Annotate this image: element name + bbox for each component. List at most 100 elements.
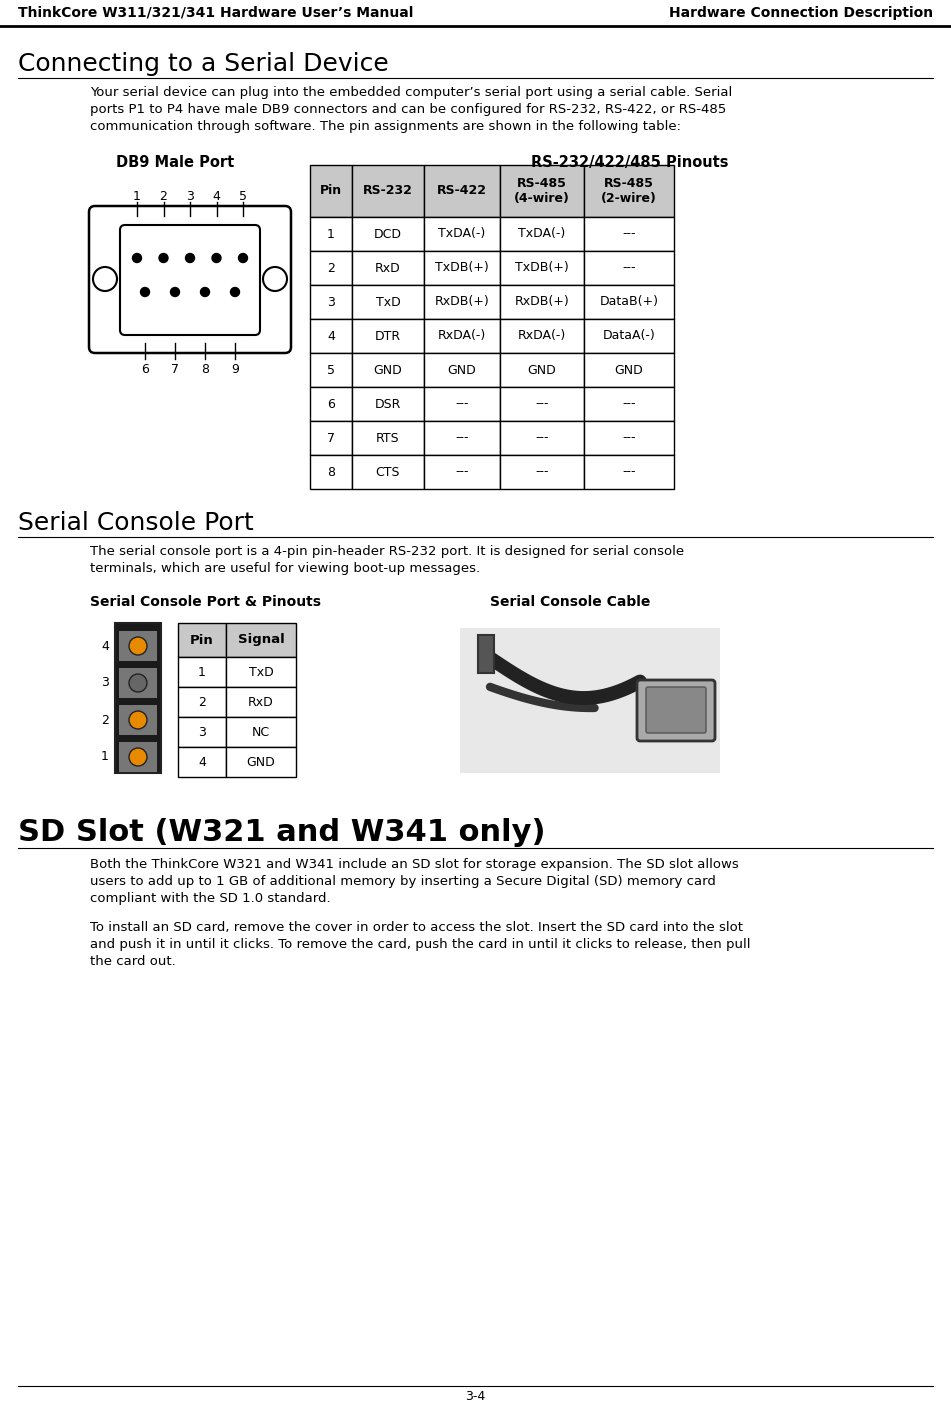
- Text: 4: 4: [101, 639, 109, 652]
- Text: Both the ThinkCore W321 and W341 include an SD slot for storage expansion. The S: Both the ThinkCore W321 and W341 include…: [90, 857, 739, 872]
- Bar: [352, 320, 424, 353]
- Bar: [500, 320, 584, 353]
- Bar: [584, 421, 674, 455]
- Circle shape: [93, 268, 117, 291]
- Text: 5: 5: [327, 363, 335, 376]
- Bar: [310, 421, 352, 455]
- Bar: [500, 251, 584, 284]
- Bar: [584, 455, 674, 489]
- Bar: [352, 165, 424, 217]
- Text: 4: 4: [198, 756, 206, 769]
- Text: GND: GND: [448, 363, 476, 376]
- Text: Your serial device can plug into the embedded computer’s serial port using a ser: Your serial device can plug into the emb…: [90, 86, 732, 99]
- Text: the card out.: the card out.: [90, 955, 176, 969]
- Circle shape: [170, 287, 180, 297]
- Text: The serial console port is a 4-pin pin-header RS-232 port. It is designed for se: The serial console port is a 4-pin pin-h…: [90, 545, 684, 558]
- Bar: [352, 284, 424, 320]
- Text: TxD: TxD: [248, 666, 273, 679]
- Text: and push it in until it clicks. To remove the card, push the card in until it cl: and push it in until it clicks. To remov…: [90, 938, 750, 950]
- Text: ThinkCore W311/321/341 Hardware User’s Manual: ThinkCore W311/321/341 Hardware User’s M…: [18, 6, 414, 20]
- Bar: [500, 387, 584, 421]
- Text: 1: 1: [327, 228, 335, 241]
- Text: ---: ---: [535, 431, 549, 445]
- Bar: [310, 251, 352, 284]
- Text: ---: ---: [622, 466, 636, 479]
- Text: SD Slot (W321 and W341 only): SD Slot (W321 and W341 only): [18, 818, 546, 848]
- Bar: [500, 455, 584, 489]
- Bar: [424, 421, 500, 455]
- Circle shape: [230, 287, 240, 297]
- Bar: [310, 387, 352, 421]
- Text: ---: ---: [456, 431, 469, 445]
- Bar: [500, 353, 584, 387]
- Text: 2: 2: [101, 714, 109, 727]
- Text: Pin: Pin: [190, 634, 214, 646]
- Circle shape: [129, 748, 147, 766]
- Text: 4: 4: [213, 190, 221, 203]
- Bar: [352, 455, 424, 489]
- FancyBboxPatch shape: [646, 687, 706, 734]
- Text: 3: 3: [186, 190, 194, 203]
- Text: Hardware Connection Description: Hardware Connection Description: [669, 6, 933, 20]
- Bar: [500, 421, 584, 455]
- Text: Pin: Pin: [320, 184, 342, 197]
- Text: Serial Console Port & Pinouts: Serial Console Port & Pinouts: [90, 596, 321, 610]
- Circle shape: [212, 253, 221, 262]
- Bar: [310, 320, 352, 353]
- Text: 3: 3: [327, 296, 335, 308]
- Text: RTS: RTS: [377, 431, 399, 445]
- Bar: [119, 742, 157, 772]
- Text: RxDB(+): RxDB(+): [514, 296, 570, 308]
- Text: 6: 6: [327, 397, 335, 411]
- Text: compliant with the SD 1.0 standard.: compliant with the SD 1.0 standard.: [90, 893, 331, 905]
- Bar: [310, 284, 352, 320]
- Bar: [424, 217, 500, 251]
- Bar: [352, 353, 424, 387]
- Circle shape: [239, 253, 247, 262]
- Text: ports P1 to P4 have male DB9 connectors and can be configured for RS-232, RS-422: ports P1 to P4 have male DB9 connectors …: [90, 103, 727, 115]
- Text: Signal: Signal: [238, 634, 284, 646]
- Bar: [584, 387, 674, 421]
- Text: 6: 6: [141, 363, 149, 376]
- Text: TxDB(+): TxDB(+): [515, 262, 569, 275]
- Text: 8: 8: [327, 466, 335, 479]
- Bar: [584, 353, 674, 387]
- Text: Serial Console Cable: Serial Console Cable: [490, 596, 650, 610]
- Text: To install an SD card, remove the cover in order to access the slot. Insert the : To install an SD card, remove the cover …: [90, 921, 743, 934]
- Text: 7: 7: [171, 363, 179, 376]
- Text: CTS: CTS: [376, 466, 400, 479]
- Bar: [310, 165, 352, 217]
- Text: RS-485
(4-wire): RS-485 (4-wire): [514, 177, 570, 206]
- Text: DSR: DSR: [375, 397, 401, 411]
- Circle shape: [132, 253, 142, 262]
- Circle shape: [129, 711, 147, 729]
- Text: GND: GND: [374, 363, 402, 376]
- Bar: [352, 421, 424, 455]
- Bar: [352, 217, 424, 251]
- Text: users to add up to 1 GB of additional memory by inserting a Secure Digital (SD) : users to add up to 1 GB of additional me…: [90, 874, 716, 888]
- Circle shape: [263, 268, 287, 291]
- Bar: [500, 284, 584, 320]
- FancyBboxPatch shape: [120, 225, 260, 335]
- Text: RS-232: RS-232: [363, 184, 413, 197]
- Bar: [226, 748, 296, 777]
- Text: DataA(-): DataA(-): [603, 329, 655, 342]
- Text: 3: 3: [198, 725, 206, 739]
- Text: TxDA(-): TxDA(-): [438, 228, 486, 241]
- Bar: [226, 717, 296, 748]
- Bar: [424, 284, 500, 320]
- Text: 2: 2: [198, 696, 206, 708]
- Text: 1: 1: [198, 666, 206, 679]
- Text: 2: 2: [160, 190, 167, 203]
- Circle shape: [129, 636, 147, 655]
- Text: RxDA(-): RxDA(-): [437, 329, 486, 342]
- Text: ---: ---: [535, 397, 549, 411]
- Text: TxD: TxD: [376, 296, 400, 308]
- Bar: [424, 320, 500, 353]
- Text: ---: ---: [535, 466, 549, 479]
- Bar: [500, 217, 584, 251]
- Text: ---: ---: [622, 431, 636, 445]
- Text: 3-4: 3-4: [465, 1391, 486, 1404]
- Bar: [119, 631, 157, 660]
- Bar: [310, 353, 352, 387]
